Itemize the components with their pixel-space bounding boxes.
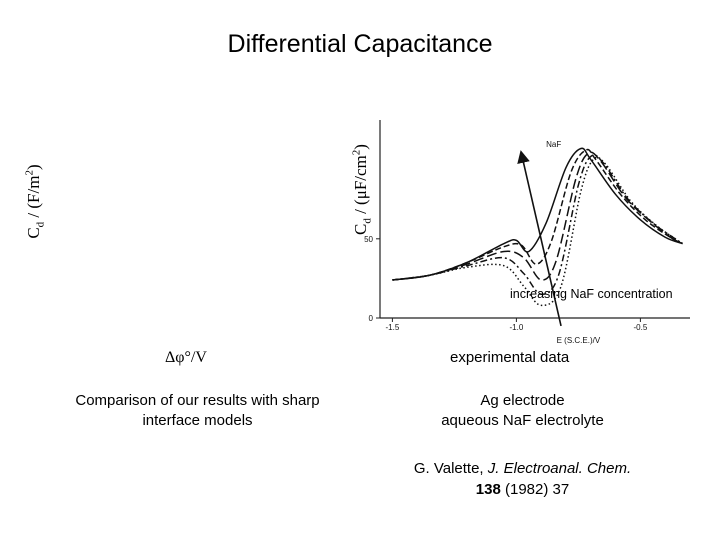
series-solid-line — [392, 147, 683, 281]
series-dotted-line — [392, 156, 683, 307]
x-tick-label: -0.5 — [634, 323, 648, 332]
experimental-capacitance-chart: -1.5 -1.0 -0.5 0 50 E (S.C.E.)/V NaF — [364, 120, 690, 345]
x-tick-label: -1.5 — [386, 323, 400, 332]
x-tick-label: -1.0 — [510, 323, 524, 332]
x-axis-title: E (S.C.E.)/V — [557, 336, 601, 345]
y-tick-label: 0 — [369, 314, 374, 323]
inset-series-label: NaF — [546, 140, 561, 149]
concentration-arrow — [517, 150, 562, 327]
chart-series — [392, 147, 683, 307]
citation-volume: 138 — [475, 481, 501, 498]
y-tick-label: 50 — [364, 235, 373, 244]
slide-title: Differential Capacitance — [227, 30, 493, 58]
chart-axes: -1.5 -1.0 -0.5 0 50 E (S.C.E.)/V NaF — [364, 120, 690, 345]
series-dashed-line — [392, 148, 683, 281]
electrolyte-label: aqueous NaF electrolyte — [441, 412, 604, 429]
electrode-label: Ag electrode — [480, 392, 565, 409]
series-long-dash-line — [392, 151, 683, 281]
simulation-x-axis-label: Δφ°/V — [165, 349, 207, 366]
experiment-details: Ag electrode aqueous NaF electrolyte — [405, 391, 640, 431]
concentration-arrow-caption: increasing NaF concentration — [510, 287, 673, 301]
experimental-data-label: experimental data — [450, 349, 570, 366]
simulation-y-axis-label: Cd / (F/m2) — [23, 164, 47, 239]
citation-author: G. Valette, — [413, 460, 488, 477]
citation: G. Valette, J. Electroanal. Chem. 138 (1… — [380, 458, 665, 500]
citation-year-pages: (1982) 37 — [500, 481, 570, 498]
citation-journal: J. Electroanal. Chem. — [487, 460, 632, 477]
comparison-text: Comparison of our results with sharp int… — [75, 392, 320, 429]
chart-annotations — [517, 150, 562, 327]
